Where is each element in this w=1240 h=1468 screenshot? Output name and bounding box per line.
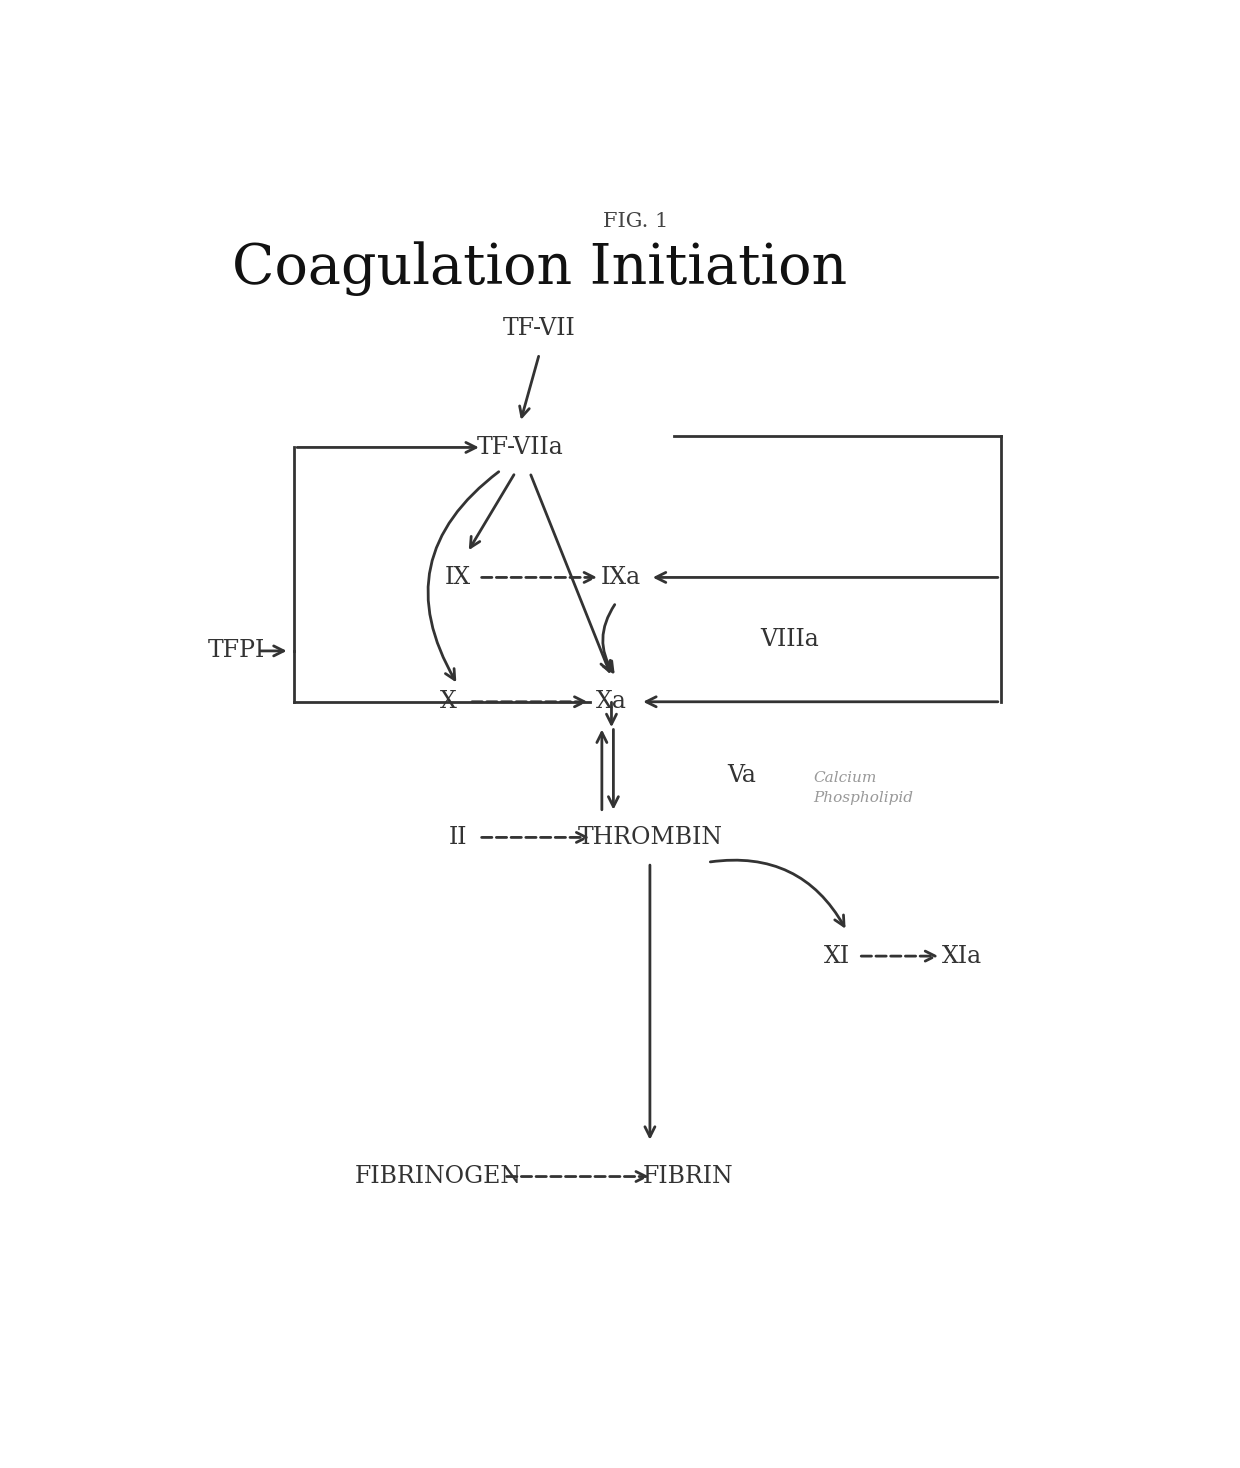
Text: XIa: XIa [942,944,982,967]
Text: X: X [440,690,456,713]
Text: IXa: IXa [601,567,641,589]
Text: Xa: Xa [596,690,627,713]
Text: FIBRINOGEN: FIBRINOGEN [355,1166,522,1188]
Text: II: II [449,826,467,849]
Text: TF-VIIa: TF-VIIa [477,436,563,459]
Text: Phospholipid: Phospholipid [813,791,914,804]
Text: VIIIa: VIIIa [760,628,818,652]
Text: TF-VII: TF-VII [503,317,575,341]
Text: IX: IX [445,567,471,589]
Text: FIG. 1: FIG. 1 [603,211,668,230]
Text: TFPI: TFPI [208,640,265,662]
Text: FIBRIN: FIBRIN [644,1166,734,1188]
Text: XI: XI [825,944,851,967]
Text: Calcium: Calcium [813,771,877,784]
Text: THROMBIN: THROMBIN [578,826,723,849]
Text: Va: Va [727,763,755,787]
Text: Coagulation Initiation: Coagulation Initiation [232,242,847,297]
